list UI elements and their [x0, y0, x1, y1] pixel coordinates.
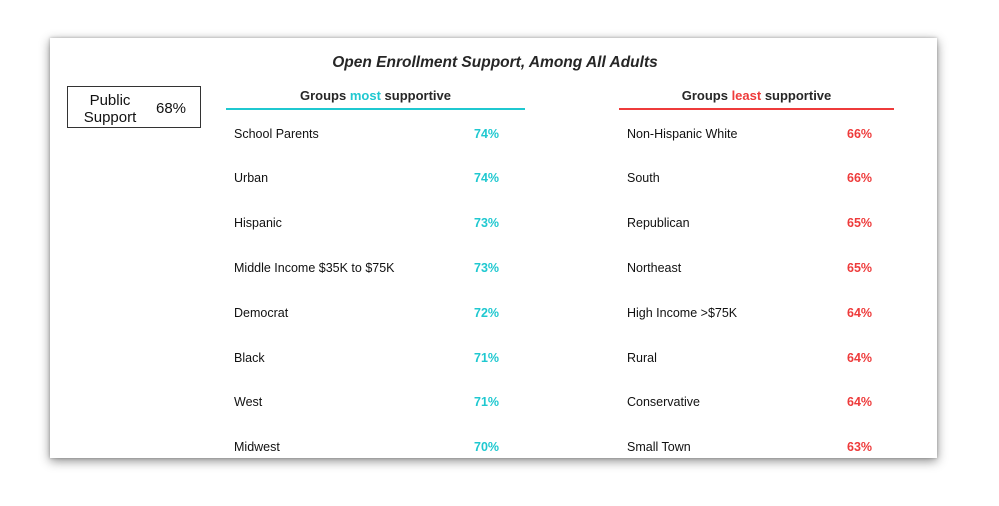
row-value: 66%	[847, 171, 873, 186]
table-row: Midwest 70%	[226, 437, 525, 457]
row-value: 74%	[474, 126, 500, 141]
row-value: 65%	[847, 216, 873, 231]
row-value: 73%	[474, 216, 500, 231]
heading-keyword: least	[731, 88, 762, 103]
row-label: Democrat	[234, 305, 289, 320]
least-supportive-rule	[619, 108, 894, 110]
most-supportive-rule	[226, 108, 525, 110]
row-label: Black	[234, 350, 265, 365]
row-label: High Income >$75K	[627, 305, 738, 320]
row-label: Conservative	[627, 395, 700, 410]
row-label: Republican	[627, 216, 690, 231]
heading-suffix: supportive	[761, 88, 832, 103]
row-label: Non-Hispanic White	[627, 126, 738, 141]
row-label: Small Town	[627, 440, 691, 455]
chart-title: Open Enrollment Support, Among All Adult…	[332, 54, 658, 71]
table-row: West 71%	[226, 392, 525, 412]
row-label: Midwest	[234, 440, 280, 455]
table-row: Urban 74%	[226, 168, 525, 188]
table-row: Hispanic 73%	[226, 213, 525, 233]
row-value: 71%	[474, 350, 500, 365]
row-label: Urban	[234, 171, 269, 186]
public-support-label: Public Support	[83, 92, 137, 126]
row-value: 65%	[847, 260, 873, 275]
table-row: Middle Income $35K to $75K 73%	[226, 258, 525, 278]
table-row: High Income >$75K 64%	[619, 303, 894, 323]
least-supportive-heading: Groups least supportive	[619, 86, 894, 108]
row-value: 64%	[847, 395, 873, 410]
table-row: Rural 64%	[619, 348, 894, 368]
table-row: School Parents 74%	[226, 124, 525, 144]
row-value: 74%	[474, 171, 500, 186]
row-label: West	[234, 395, 263, 410]
row-value: 72%	[474, 305, 500, 320]
table-row: Democrat 72%	[226, 303, 525, 323]
table-row: Northeast 65%	[619, 258, 894, 278]
table-row: Conservative 64%	[619, 392, 894, 412]
row-label: Northeast	[627, 260, 682, 275]
row-label: South	[627, 171, 660, 186]
chart-card: Open Enrollment Support, Among All Adult…	[50, 38, 937, 458]
most-supportive-heading: Groups most supportive	[226, 86, 525, 108]
public-support-value: 68%	[156, 100, 187, 117]
row-label: School Parents	[234, 126, 319, 141]
table-row: Black 71%	[226, 348, 525, 368]
heading-suffix: supportive	[380, 88, 451, 103]
row-label: Hispanic	[234, 216, 282, 231]
least-supportive-group: Groups least supportive Non-Hispanic Whi…	[619, 86, 894, 454]
table-row: Republican 65%	[619, 213, 894, 233]
row-label: Middle Income $35K to $75K	[234, 260, 395, 275]
public-support-box: Public Support 68%	[67, 86, 201, 128]
table-row: Non-Hispanic White 66%	[619, 124, 894, 144]
most-supportive-group: Groups most supportive School Parents 74%…	[226, 86, 525, 454]
row-value: 71%	[474, 395, 500, 410]
table-row: South 66%	[619, 168, 894, 188]
row-value: 66%	[847, 126, 873, 141]
row-value: 64%	[847, 305, 873, 320]
table-row: Small Town 63%	[619, 437, 894, 457]
heading-prefix: Groups	[681, 88, 732, 103]
row-value: 70%	[474, 440, 500, 455]
row-label: Rural	[627, 350, 657, 365]
row-value: 64%	[847, 350, 873, 365]
heading-keyword: most	[349, 88, 381, 103]
row-value: 73%	[474, 260, 500, 275]
row-value: 63%	[847, 440, 873, 455]
heading-prefix: Groups	[300, 88, 350, 103]
